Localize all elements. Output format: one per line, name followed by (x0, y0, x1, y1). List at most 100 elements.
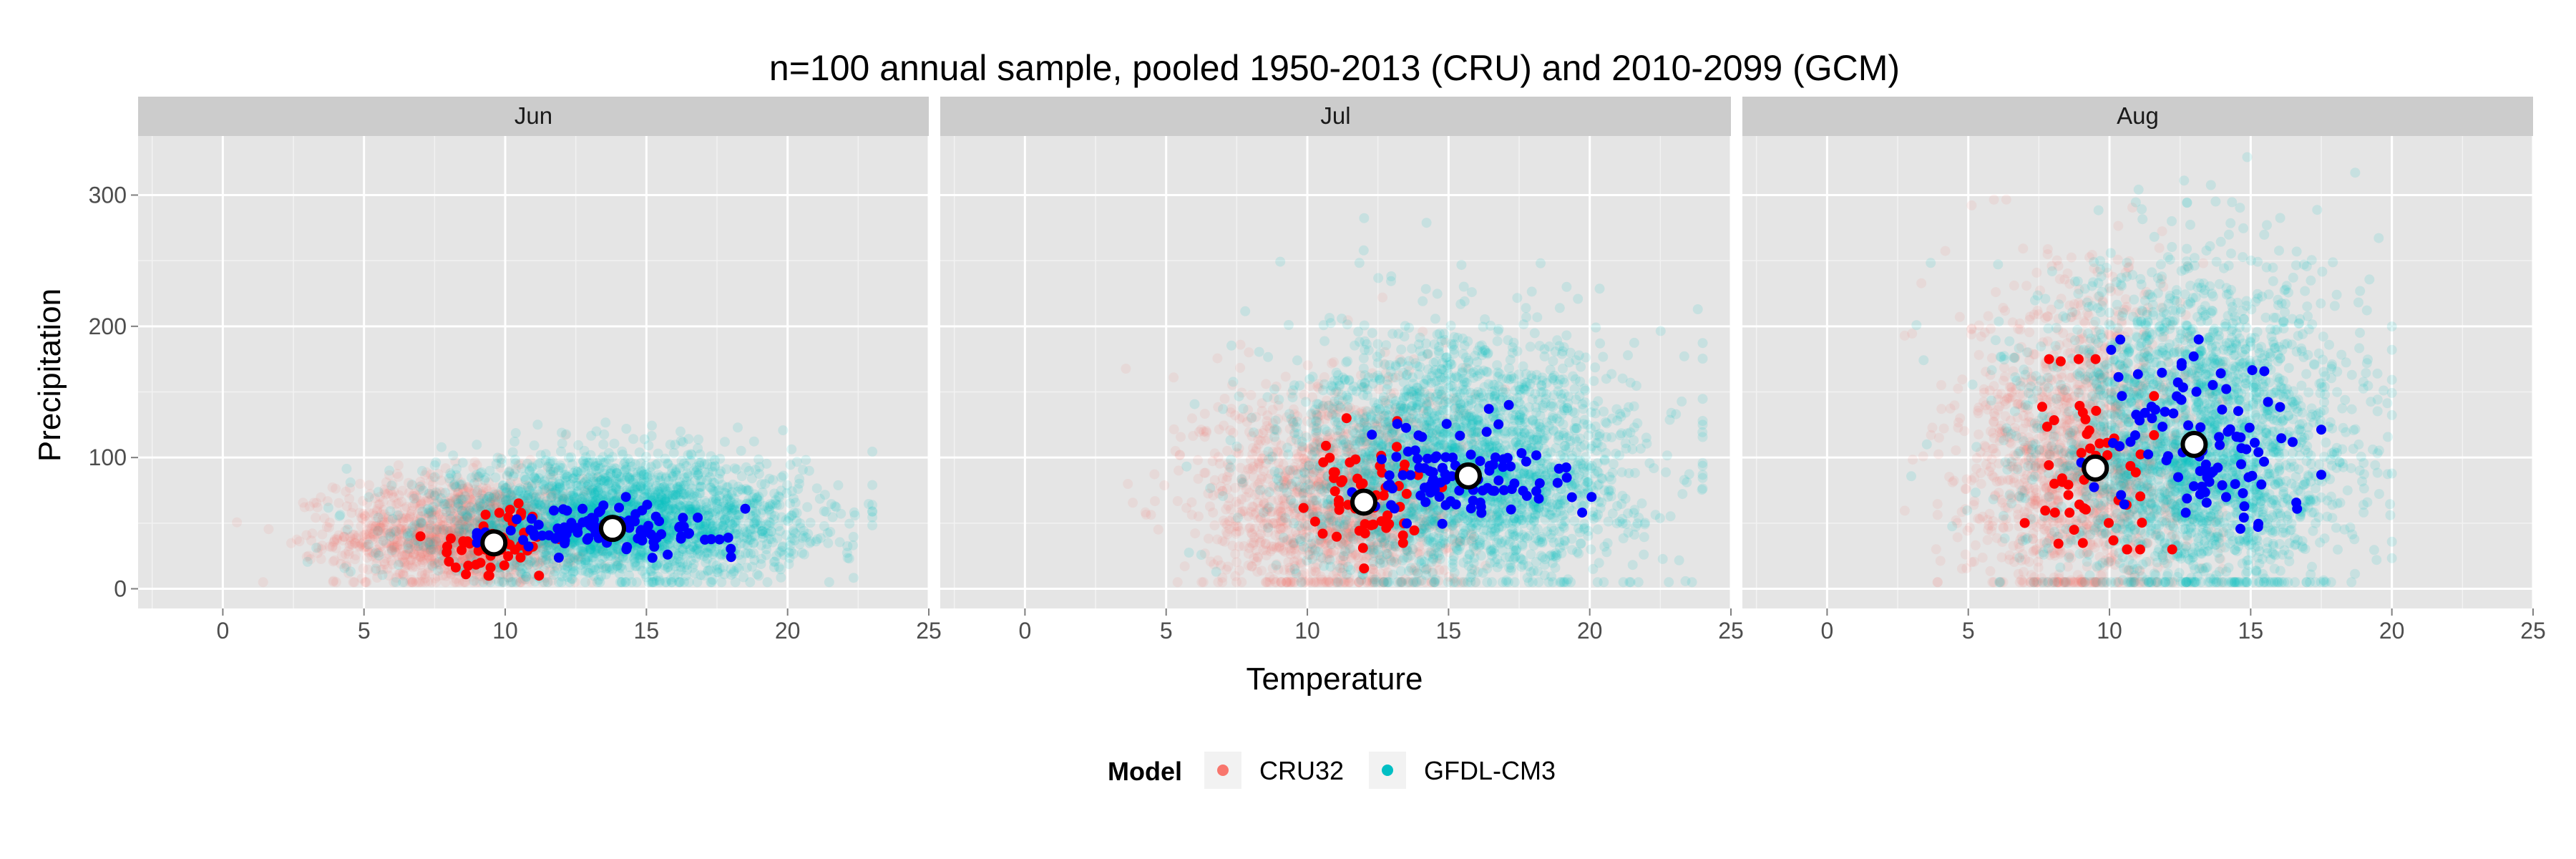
sample-point-cru32 (441, 547, 452, 558)
background-point-gfdl-cm3 (725, 495, 735, 506)
background-point-gfdl-cm3 (595, 577, 605, 588)
background-point-cru32 (316, 554, 326, 564)
background-point-cru32 (453, 527, 464, 538)
background-point-gfdl-cm3 (746, 548, 756, 559)
centroid-marker (480, 529, 508, 557)
background-point-cru32 (420, 573, 431, 583)
background-point-cru32 (376, 546, 386, 557)
background-point-gfdl-cm3 (582, 480, 593, 490)
sample-point-cru32 (513, 498, 524, 509)
background-point-cru32 (349, 577, 360, 588)
sample-point-gfdl-cm3 (637, 535, 648, 545)
background-point-gfdl-cm3 (831, 502, 841, 513)
background-point-cru32 (421, 508, 431, 518)
background-point-gfdl-cm3 (509, 436, 519, 447)
background-point-cru32 (453, 489, 464, 500)
background-point-gfdl-cm3 (848, 573, 859, 583)
background-point-cru32 (401, 524, 412, 534)
background-point-cru32 (501, 495, 512, 505)
background-point-gfdl-cm3 (827, 512, 838, 523)
background-point-cru32 (366, 524, 377, 535)
background-point-gfdl-cm3 (701, 557, 711, 568)
background-point-cru32 (343, 546, 354, 557)
background-point-gfdl-cm3 (507, 447, 518, 457)
sample-point-gfdl-cm3 (656, 529, 667, 540)
background-point-cru32 (391, 514, 402, 525)
background-point-gfdl-cm3 (573, 440, 584, 450)
background-point-cru32 (488, 492, 499, 503)
sample-point-gfdl-cm3 (614, 503, 625, 513)
sample-point-gfdl-cm3 (560, 538, 570, 548)
background-point-cru32 (432, 517, 443, 528)
background-point-cru32 (431, 577, 441, 588)
background-point-cru32 (331, 543, 341, 553)
background-point-cru32 (358, 563, 369, 574)
background-point-cru32 (1169, 372, 1179, 383)
background-point-cru32 (372, 504, 383, 515)
background-point-gfdl-cm3 (567, 459, 577, 470)
background-point-cru32 (458, 504, 469, 515)
background-point-gfdl-cm3 (373, 513, 384, 523)
background-point-gfdl-cm3 (552, 485, 562, 495)
background-point-gfdl-cm3 (716, 550, 726, 561)
background-point-gfdl-cm3 (557, 438, 567, 449)
background-point-gfdl-cm3 (436, 442, 447, 452)
sample-point-cru32 (503, 551, 514, 561)
background-point-cru32 (1212, 353, 1223, 364)
background-point-cru32 (434, 540, 445, 551)
background-point-cru32 (366, 523, 376, 533)
background-point-cru32 (425, 520, 436, 531)
background-point-gfdl-cm3 (575, 545, 586, 556)
background-point-cru32 (464, 548, 475, 558)
sample-point-cru32 (459, 538, 469, 548)
background-point-cru32 (483, 486, 494, 497)
background-point-cru32 (542, 462, 553, 472)
background-point-gfdl-cm3 (867, 480, 878, 490)
background-point-cru32 (410, 553, 421, 563)
background-point-gfdl-cm3 (541, 555, 552, 566)
sample-point-gfdl-cm3 (620, 492, 631, 503)
background-point-cru32 (559, 494, 570, 504)
background-point-gfdl-cm3 (406, 528, 416, 538)
background-point-gfdl-cm3 (386, 480, 397, 491)
background-point-cru32 (1176, 432, 1186, 442)
background-point-gfdl-cm3 (756, 508, 766, 518)
background-point-gfdl-cm3 (378, 535, 389, 546)
background-point-gfdl-cm3 (453, 499, 464, 510)
sample-point-cru32 (446, 533, 456, 544)
background-point-gfdl-cm3 (784, 513, 794, 523)
background-point-gfdl-cm3 (683, 450, 693, 460)
background-point-cru32 (409, 548, 419, 559)
background-point-gfdl-cm3 (811, 483, 822, 494)
background-point-cru32 (416, 538, 426, 549)
background-point-gfdl-cm3 (801, 455, 811, 465)
background-point-gfdl-cm3 (631, 577, 642, 588)
background-point-gfdl-cm3 (771, 550, 782, 561)
background-point-cru32 (389, 542, 400, 553)
background-point-gfdl-cm3 (311, 543, 322, 553)
background-point-cru32 (499, 485, 510, 495)
background-point-cru32 (331, 577, 341, 588)
background-point-cru32 (420, 569, 431, 580)
background-point-cru32 (406, 560, 416, 571)
background-point-cru32 (299, 502, 310, 513)
background-point-gfdl-cm3 (620, 553, 631, 563)
background-point-cru32 (437, 500, 448, 511)
background-point-cru32 (513, 460, 524, 470)
background-point-cru32 (406, 505, 417, 516)
background-point-cru32 (450, 517, 461, 528)
background-point-cru32 (409, 491, 419, 502)
background-point-gfdl-cm3 (635, 561, 645, 572)
background-point-cru32 (545, 564, 555, 575)
background-point-gfdl-cm3 (519, 472, 530, 482)
background-point-gfdl-cm3 (848, 532, 859, 542)
background-point-gfdl-cm3 (472, 440, 482, 450)
background-point-cru32 (396, 496, 407, 507)
background-point-gfdl-cm3 (786, 546, 796, 557)
background-point-gfdl-cm3 (776, 472, 787, 482)
background-point-gfdl-cm3 (776, 485, 786, 496)
background-point-cru32 (426, 508, 436, 519)
sample-point-gfdl-cm3 (553, 553, 564, 563)
background-point-cru32 (348, 502, 358, 513)
background-point-cru32 (382, 563, 393, 574)
